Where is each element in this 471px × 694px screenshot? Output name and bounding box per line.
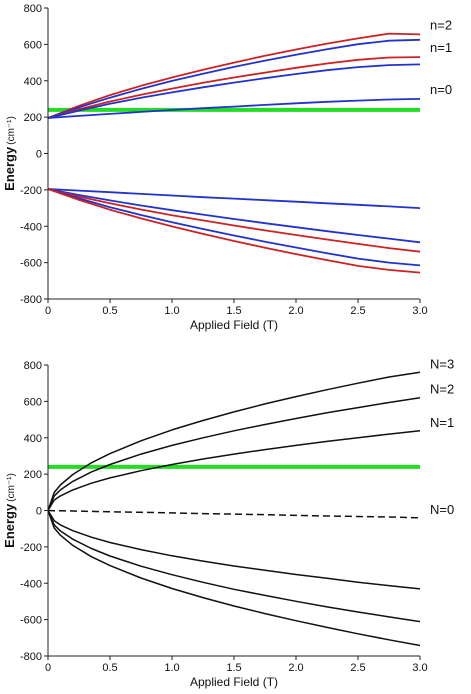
series-line-7: [47, 510, 421, 647]
series-line-2: [47, 38, 421, 119]
y-tick-label: 600: [24, 396, 42, 408]
y-tick-label: -200: [20, 185, 42, 197]
series-line-1: [47, 32, 421, 119]
y-axis-label: Energy(cm⁻¹): [2, 116, 17, 191]
chart-panel-2: N=3 N=2 N=1 N=0 -800 -600 -400 -200 0 200 400 600 80…: [2, 356, 454, 689]
series-label: n=2: [430, 17, 452, 32]
y-tick-label: 800: [24, 360, 42, 372]
y-tick-label: 0: [36, 149, 42, 161]
y-axis-label-unit: (cm⁻¹): [6, 116, 17, 145]
y-tick-label: 400: [24, 433, 42, 445]
series-line-5: [47, 510, 421, 590]
series-line-4: [47, 509, 421, 519]
x-tick-label: 2.5: [350, 662, 365, 674]
series-label: n=0: [430, 82, 452, 97]
x-tick-label: 1.0: [164, 305, 179, 317]
y-tick-label: 0: [36, 506, 42, 518]
x-tick-label: 0: [45, 305, 51, 317]
y-axis-label-main: Energy: [2, 146, 17, 191]
y-tick-label: 200: [24, 469, 42, 481]
chart-panel-1: n=2 n=1 n=0 -800 -600 -400 -200 0 200 400 600 800 0 0…: [2, 3, 452, 332]
x-tick-label: 0.5: [102, 305, 117, 317]
series-line-4: [47, 63, 421, 119]
x-axis-label: Applied Field (T): [190, 318, 278, 332]
series-line-5: [47, 98, 421, 119]
series-label: N=0: [430, 502, 454, 517]
series-label: N=1: [430, 415, 454, 430]
y-axis-label-main: Energy: [2, 503, 17, 548]
series-line-1: [47, 371, 421, 511]
series-label: N=3: [430, 356, 454, 371]
y-tick-label: -800: [20, 651, 42, 663]
x-tick-label: 1.5: [226, 662, 241, 674]
y-tick-label: -400: [20, 221, 42, 233]
x-tick-label: 1.5: [226, 305, 241, 317]
x-tick-label: 2.0: [288, 662, 303, 674]
y-tick-label: 600: [24, 39, 42, 51]
x-tick-label: 3.0: [412, 662, 427, 674]
series-line-7: [47, 188, 421, 244]
series-label: n=1: [430, 40, 452, 55]
y-tick-label: 400: [24, 76, 42, 88]
y-axis-label-unit: (cm⁻¹): [6, 473, 17, 502]
y-tick-label: 800: [24, 3, 42, 15]
series-label: N=2: [430, 382, 454, 397]
x-tick-label: 2.5: [350, 305, 365, 317]
y-tick-label: -600: [20, 258, 42, 270]
y-tick-label: -400: [20, 578, 42, 590]
y-tick-label: 200: [24, 112, 42, 124]
series-line-3: [47, 56, 421, 119]
x-tick-label: 0.5: [102, 662, 117, 674]
series-line-2: [47, 396, 421, 511]
y-tick-label: -200: [20, 542, 42, 554]
series-line-8: [47, 188, 421, 253]
x-axis-label: Applied Field (T): [190, 675, 278, 689]
y-tick-label: -800: [20, 294, 42, 306]
series-line-6: [47, 510, 421, 623]
x-tick-label: 3.0: [412, 305, 427, 317]
series-line-3: [47, 430, 421, 511]
y-axis-label: Energy(cm⁻¹): [2, 473, 17, 548]
y-tick-label: -600: [20, 615, 42, 627]
series-line-9: [47, 188, 421, 267]
series-line-6: [47, 188, 421, 209]
x-tick-label: 2.0: [288, 305, 303, 317]
x-tick-label: 1.0: [164, 662, 179, 674]
gap-band: [49, 141, 423, 170]
x-tick-label: 0: [45, 662, 51, 674]
series-line-10: [47, 188, 421, 274]
